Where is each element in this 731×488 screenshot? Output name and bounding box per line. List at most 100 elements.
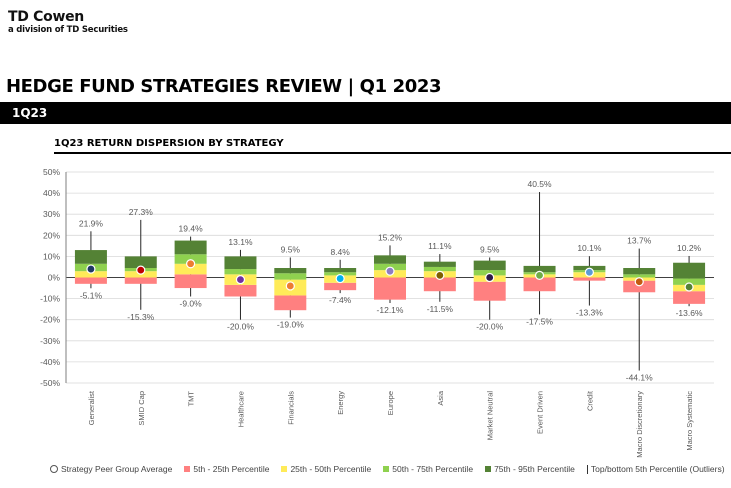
bottom-outlier-label: -11.5% — [427, 304, 454, 314]
band-p50-75 — [174, 254, 207, 264]
band-p5-25 — [324, 282, 357, 291]
bottom-outlier-label: -20.0% — [227, 322, 254, 332]
band-p5-25 — [473, 281, 506, 301]
band-p75-95 — [673, 262, 706, 279]
legend-label-p25-50: 25th - 50th Percentile — [290, 464, 372, 474]
strategy-group: 9.5% -20.0% Market Neutral — [473, 244, 506, 441]
legend-label-p75-95: 75th - 95th Percentile — [494, 464, 575, 474]
band-p75-95 — [124, 256, 157, 269]
band-p50-75 — [324, 272, 357, 276]
bottom-outlier-label: -13.6% — [676, 308, 703, 318]
top-outlier-label: 19.4% — [179, 224, 204, 234]
band-p5-25 — [573, 277, 606, 281]
section-band: 1Q23 — [0, 102, 731, 124]
brand-name: TD Cowen — [8, 9, 84, 25]
y-tick-label: -30% — [40, 336, 60, 346]
top-outlier-label: 13.1% — [228, 237, 253, 247]
bottom-outlier-label: -13.3% — [576, 308, 603, 318]
band-p50-75 — [473, 270, 506, 276]
legend-item-p50-75: 50th - 75th Percentile — [383, 464, 473, 474]
page-title: HEDGE FUND STRATEGIES REVIEW | Q1 2023 — [6, 76, 442, 97]
y-tick-label: -50% — [40, 378, 60, 388]
legend-label-p5-25: 5th - 25th Percentile — [193, 464, 270, 474]
band-p75-95 — [623, 268, 656, 275]
category-label: Europe — [386, 391, 395, 415]
strategy-group: 13.7% -44.1% Macro Discretionary — [623, 236, 656, 458]
legend-item-p25-50: 25th - 50th Percentile — [281, 464, 371, 474]
swatch-p5-25 — [184, 466, 191, 472]
average-marker — [235, 275, 246, 285]
average-marker — [485, 272, 495, 283]
band-p50-75 — [623, 274, 656, 278]
average-marker — [136, 265, 146, 275]
band-p75-95 — [473, 260, 506, 271]
band-p5-25 — [423, 277, 456, 292]
top-outlier-label: 9.5% — [281, 244, 301, 254]
strategy-group: 21.9% -5.1% Generalist — [74, 218, 107, 425]
bottom-outlier-label: -12.1% — [377, 305, 404, 315]
band-p50-75 — [423, 266, 456, 272]
band-p25-50 — [74, 271, 107, 278]
legend-label-outliers: Top/bottom 5th Percentile (Outliers) — [590, 464, 725, 474]
band-p5-25 — [623, 280, 656, 293]
bottom-outlier-label: -17.5% — [526, 316, 553, 326]
y-tick-label: -20% — [40, 315, 60, 325]
y-tick-label: 40% — [43, 188, 60, 198]
bottom-outlier-label: -20.0% — [476, 322, 503, 332]
legend-item-p75-95: 75th - 95th Percentile — [485, 464, 575, 474]
average-marker — [634, 277, 644, 287]
average-marker — [335, 273, 345, 284]
category-label: Energy — [336, 391, 345, 415]
top-outlier-label: 15.2% — [378, 232, 403, 242]
category-label: SMID Cap — [137, 391, 146, 426]
whisker-line-icon — [586, 464, 588, 474]
category-label: Event Driven — [536, 391, 545, 434]
bottom-outlier-label: -44.1% — [626, 373, 653, 383]
average-marker — [285, 281, 295, 291]
strategy-group: 9.5% -19.0% Financials — [274, 244, 307, 425]
top-outlier-label: 9.5% — [480, 244, 500, 254]
band-p5-25 — [224, 284, 257, 297]
strategy-group: 13.1% -20.0% Healthcare — [224, 237, 257, 427]
y-tick-label: 50% — [43, 167, 60, 177]
top-outlier-label: 10.1% — [577, 243, 602, 253]
y-tick-label: -40% — [40, 357, 60, 367]
band-p5-25 — [124, 277, 157, 284]
legend-item-outliers: Top/bottom 5th Percentile (Outliers) — [586, 464, 725, 474]
average-marker — [186, 259, 196, 269]
legend-item-average: Strategy Peer Group Average — [50, 464, 172, 474]
band-p75-95 — [174, 240, 207, 255]
swatch-p75-95 — [485, 466, 492, 472]
swatch-p25-50 — [281, 466, 288, 472]
category-label: Healthcare — [236, 391, 245, 427]
category-label: Credit — [585, 390, 594, 411]
bottom-outlier-label: -9.0% — [180, 298, 203, 308]
category-label: Market Neutral — [486, 391, 495, 441]
average-marker-icon — [50, 465, 58, 473]
category-label: Asia — [436, 390, 445, 405]
band-p75-95 — [324, 268, 357, 273]
band-p25-50 — [174, 263, 207, 275]
bottom-outlier-label: -15.3% — [127, 312, 154, 322]
top-outlier-label: 40.5% — [527, 179, 552, 189]
band-p5-25 — [374, 277, 406, 300]
strategy-group: 11.1% -11.5% Asia — [423, 241, 456, 406]
band-p75-95 — [274, 268, 307, 274]
average-marker — [534, 270, 545, 280]
legend-item-p5-25: 5th - 25th Percentile — [184, 464, 269, 474]
top-outlier-label: 11.1% — [428, 241, 452, 251]
average-marker — [385, 266, 395, 276]
average-marker — [86, 264, 96, 274]
legend-label-average: Strategy Peer Group Average — [61, 464, 173, 474]
strategy-group: 40.5% -17.5% Event Driven — [523, 179, 556, 434]
band-p75-95 — [374, 255, 406, 264]
legend: Strategy Peer Group Average 5th - 25th P… — [50, 464, 725, 474]
category-label: Financials — [286, 391, 295, 425]
y-tick-label: 30% — [43, 209, 60, 219]
category-label: Generalist — [87, 390, 96, 425]
brand-subtitle: a division of TD Securities — [8, 25, 128, 35]
bottom-outlier-label: -19.0% — [277, 320, 304, 330]
y-tick-label: -10% — [40, 294, 60, 304]
bottom-outlier-label: -5.1% — [80, 290, 103, 300]
strategy-group: 27.3% -15.3% SMID Cap — [124, 207, 157, 426]
